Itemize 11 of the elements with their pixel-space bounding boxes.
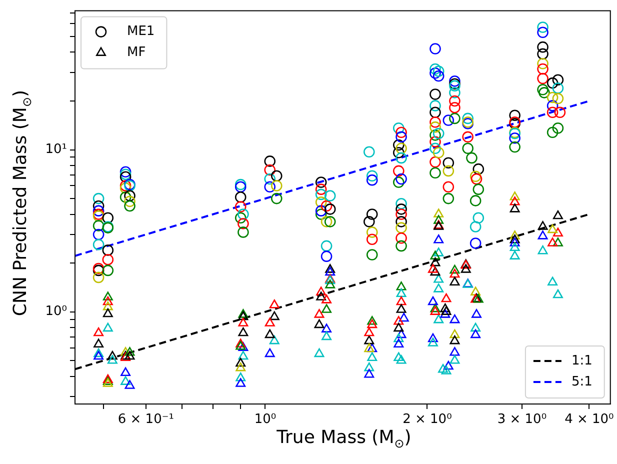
legend-label: ME1 — [127, 24, 155, 40]
x-tick-label: 3 × 10⁰ — [497, 412, 547, 428]
x-tick-label: 10⁰ — [254, 412, 276, 428]
x-tick-label: 4 × 10⁰ — [564, 412, 614, 428]
y-tick-label: 10¹ — [45, 142, 67, 158]
x-axis-title: True Mass (M$_{⊙}$) — [276, 427, 412, 451]
x-tick-label: 2 × 10⁰ — [402, 412, 452, 428]
legend-label: 5:1 — [571, 374, 592, 390]
legend-label: MF — [127, 45, 146, 60]
x-tick-label: 6 × 10⁻¹ — [118, 412, 174, 428]
legend-label: 1:1 — [571, 353, 592, 368]
